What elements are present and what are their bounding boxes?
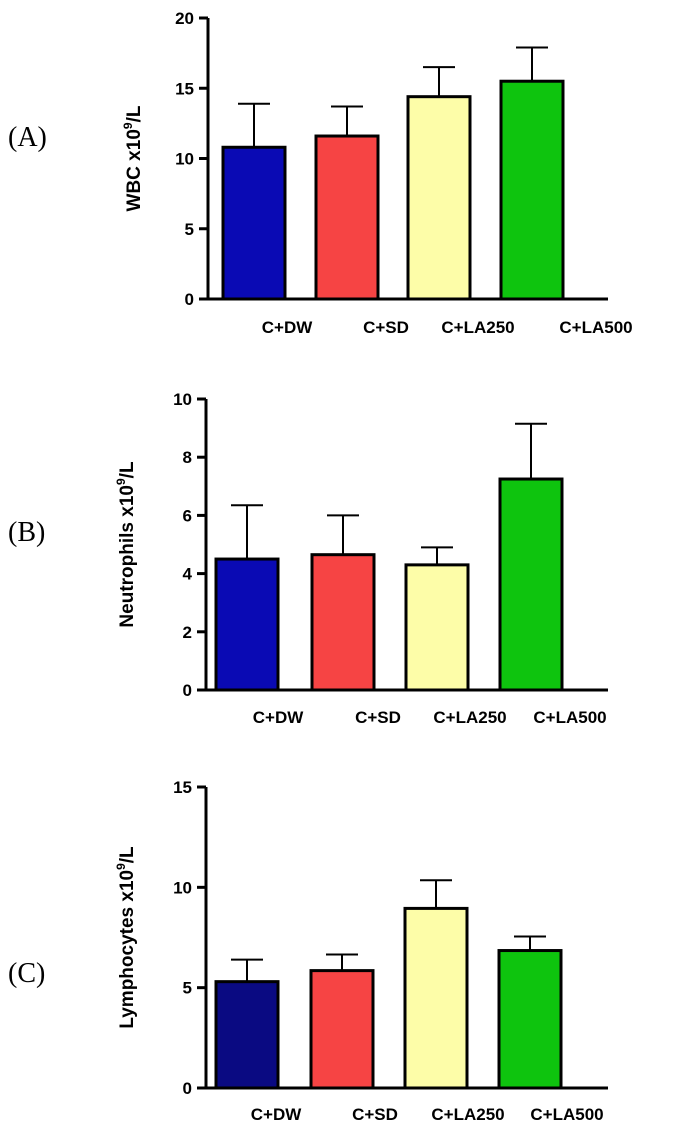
category-label: C+DW: [251, 1105, 302, 1124]
category-label: C+LA500: [559, 318, 632, 337]
y-axis-title: Lymphocytes x109/L: [114, 846, 138, 1029]
category-label: C+DW: [262, 318, 313, 337]
panel-label: (A): [8, 122, 47, 153]
chart-panel-2: (B) 0 2 4 6 8 10 C+DW C+SD C+LA250 C+LA500 Neutroph…: [8, 390, 608, 727]
y-tick-label: 10: [175, 150, 194, 169]
category-label: C+SD: [355, 708, 401, 727]
category-label: C+DW: [253, 708, 304, 727]
bar-cla250: [406, 95, 472, 301]
y-axis-title: WBC x109/L: [121, 105, 145, 211]
bar-csd: [314, 134, 380, 301]
bar-cdw: [221, 145, 287, 301]
bar-cdw: [214, 557, 280, 692]
chart-panel-3: (C) 0 5 10 15 C+DW C+SD C+LA250 C+LA500 Lymphocyt…: [8, 778, 608, 1124]
y-axis-title: Neutrophils x109/L: [114, 461, 138, 628]
y-tick-label: 5: [185, 220, 194, 239]
y-tick-label: 5: [183, 979, 192, 998]
panel-label: (B): [8, 517, 45, 548]
bar-cdw: [214, 980, 280, 1090]
bar-csd: [310, 553, 376, 692]
panel-label: (C): [8, 958, 45, 989]
category-label: C+SD: [363, 318, 409, 337]
y-tick-label: 10: [173, 878, 192, 897]
y-tick-label: 15: [173, 778, 192, 797]
y-tick-label: 15: [175, 79, 194, 98]
y-tick-label: 6: [183, 506, 192, 525]
y-tick-label: 0: [185, 290, 194, 309]
bar-cla250: [404, 563, 470, 692]
category-label: C+LA250: [433, 708, 506, 727]
y-tick-label: 8: [183, 448, 192, 467]
category-label: C+LA500: [530, 1105, 603, 1124]
category-label: C+LA250: [441, 318, 514, 337]
y-tick-label: 0: [183, 1079, 192, 1098]
bar-cla500: [499, 79, 565, 301]
bar-cla250: [403, 906, 469, 1090]
category-label: C+LA500: [533, 708, 606, 727]
bar-cla500: [498, 477, 564, 692]
category-label: C+LA250: [431, 1105, 504, 1124]
y-tick-label: 4: [183, 565, 193, 584]
chart-panel-1: (A) 0 5 10 15 20 C+DW C+SD C+LA250 C+LA500 WBC x10…: [8, 9, 633, 337]
category-label: C+SD: [352, 1105, 398, 1124]
bar-csd: [309, 969, 375, 1090]
bar-cla500: [497, 949, 563, 1090]
y-tick-label: 10: [173, 390, 192, 409]
y-tick-label: 0: [183, 681, 192, 700]
y-tick-label: 2: [183, 623, 192, 642]
y-tick-label: 20: [175, 9, 194, 28]
